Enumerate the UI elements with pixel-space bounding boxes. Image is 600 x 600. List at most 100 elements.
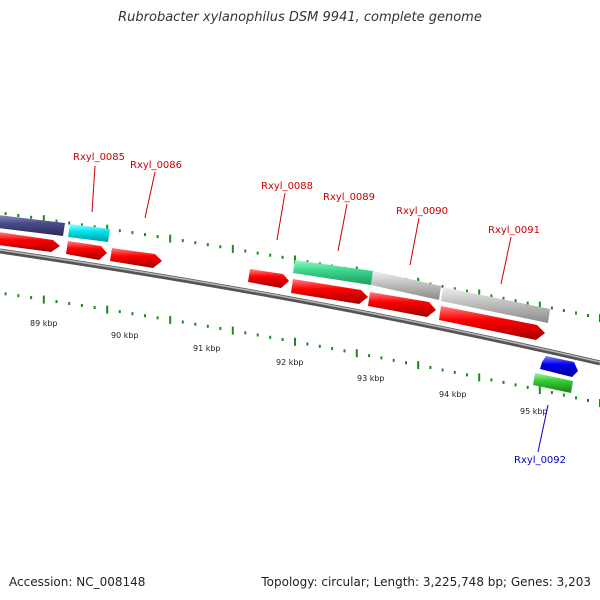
minor-tick: [269, 335, 272, 339]
minor-tick: [343, 349, 346, 353]
minor-tick: [194, 322, 197, 326]
minor-tick: [156, 235, 159, 239]
minor-tick: [281, 255, 284, 259]
minor-tick: [490, 294, 493, 298]
minor-tick: [30, 296, 33, 300]
major-tick: [42, 295, 45, 304]
minor-tick: [219, 327, 222, 330]
gene-label-rxyl-0091[interactable]: Rxyl_0091: [488, 225, 540, 236]
minor-tick: [306, 342, 309, 346]
minor-tick: [514, 299, 517, 303]
minor-tick: [466, 373, 468, 377]
scale-label: 92 kbp: [276, 358, 304, 367]
cds-arrow[interactable]: [368, 292, 436, 317]
minor-tick: [514, 383, 517, 387]
minor-tick: [562, 309, 565, 312]
minor-tick: [244, 249, 247, 253]
label-leader-rxyl-0086: [144, 171, 156, 219]
label-leader-rxyl-0088: [276, 192, 286, 241]
minor-tick: [306, 260, 309, 264]
minor-tick: [392, 358, 395, 362]
minor-tick: [118, 229, 121, 233]
major-tick: [355, 349, 358, 358]
gene-rxyl-0084[interactable]: [0, 215, 65, 236]
gene-label-rxyl-0088[interactable]: Rxyl_0088: [261, 181, 313, 192]
gene-label-rxyl-0092[interactable]: Rxyl_0092: [514, 455, 566, 466]
cds-arrow[interactable]: [110, 248, 162, 268]
minor-tick: [17, 294, 20, 298]
minor-tick: [526, 385, 529, 389]
minor-tick: [269, 253, 272, 257]
major-tick: [169, 234, 172, 243]
minor-tick: [453, 370, 456, 374]
label-leader-rxyl-0090: [409, 217, 420, 266]
minor-tick: [206, 243, 209, 247]
major-tick: [231, 326, 234, 335]
minor-tick: [575, 396, 577, 400]
scale-label: 89 kbp: [30, 319, 58, 328]
major-tick: [106, 305, 109, 314]
gene-label-rxyl-0085[interactable]: Rxyl_0085: [73, 152, 125, 163]
gene-label-rxyl-0086[interactable]: Rxyl_0086: [130, 160, 182, 171]
minor-tick: [587, 314, 589, 317]
label-leader-rxyl-0092: [537, 404, 549, 453]
minor-tick: [68, 302, 71, 305]
minor-tick: [575, 311, 577, 315]
gene-rxyl-0091[interactable]: [441, 287, 550, 323]
major-tick: [42, 215, 45, 224]
minor-tick: [526, 301, 529, 305]
minor-tick: [156, 316, 159, 320]
gene-rxyl-0089[interactable]: [293, 260, 373, 285]
minor-tick: [244, 331, 247, 335]
gene-rxyl-0085[interactable]: [68, 224, 110, 242]
minor-tick: [453, 287, 456, 291]
minor-tick: [93, 225, 96, 229]
minor-tick: [30, 215, 33, 219]
cds-arrow[interactable]: [248, 269, 289, 288]
label-leader-rxyl-0089: [337, 203, 348, 252]
minor-tick: [131, 231, 134, 235]
minor-tick: [17, 214, 20, 217]
scale-label: 94 kbp: [439, 390, 467, 399]
scale-label: 90 kbp: [111, 331, 139, 340]
gene-label-rxyl-0089[interactable]: Rxyl_0089: [323, 192, 375, 203]
minor-tick: [80, 223, 83, 227]
cds-arrow[interactable]: [66, 241, 107, 260]
genome-backbone-highlight: [0, 249, 600, 363]
scale-label: 95 kbp: [520, 407, 548, 416]
map-title: Rubrobacter xylanophilus DSM 9941, compl…: [118, 10, 482, 25]
minor-tick: [587, 398, 589, 402]
minor-tick: [4, 212, 7, 216]
topology-text: Topology: circular; Length: 3,225,748 bp…: [261, 575, 591, 589]
gene-label-rxyl-0090[interactable]: Rxyl_0090: [396, 206, 448, 217]
major-tick: [538, 386, 541, 394]
major-tick: [478, 289, 481, 298]
gene-rxyl-0092[interactable]: [533, 373, 573, 393]
minor-tick: [80, 304, 83, 307]
minor-tick: [466, 289, 468, 293]
cds-arrow[interactable]: [439, 306, 545, 340]
gene-blue-arrow[interactable]: [540, 356, 578, 377]
minor-tick: [331, 347, 334, 351]
gene-rxyl-0090[interactable]: [371, 271, 441, 300]
minor-tick: [4, 292, 7, 296]
scale-label: 91 kbp: [193, 344, 221, 353]
major-tick: [478, 373, 481, 382]
major-tick: [417, 361, 420, 370]
cds-arrow[interactable]: [0, 232, 60, 252]
minor-tick: [256, 251, 259, 255]
minor-tick: [550, 391, 553, 395]
minor-tick: [441, 285, 444, 288]
minor-tick: [405, 361, 407, 365]
minor-tick: [380, 356, 383, 360]
minor-tick: [318, 344, 321, 348]
major-tick: [169, 315, 172, 324]
minor-tick: [181, 320, 184, 324]
accession-text: Accession: NC_008148: [9, 575, 146, 589]
label-leader-rxyl-0091: [500, 236, 512, 285]
minor-tick: [144, 314, 146, 318]
minor-tick: [131, 312, 134, 316]
minor-tick: [55, 219, 58, 223]
cds-arrow[interactable]: [291, 279, 368, 304]
